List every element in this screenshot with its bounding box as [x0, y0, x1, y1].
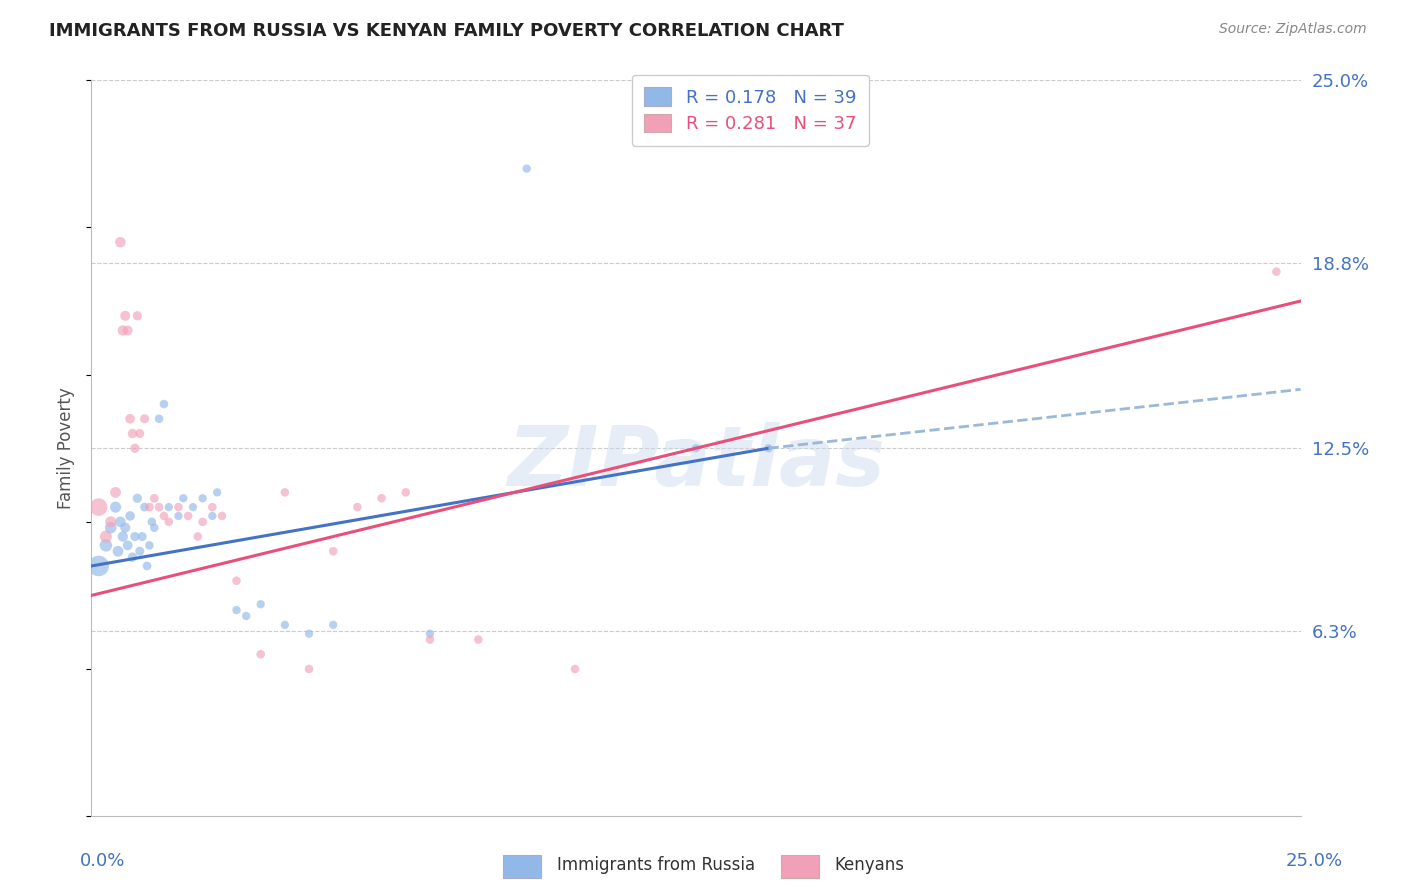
Point [128, 426, 150, 441]
Point [141, 515, 163, 529]
Point [111, 530, 134, 544]
Point [157, 500, 180, 514]
Point [564, 662, 586, 676]
Point [134, 500, 156, 514]
Point [346, 500, 368, 514]
Point [120, 508, 142, 523]
Point [1265, 264, 1288, 278]
Point [143, 491, 166, 506]
Point [104, 500, 127, 514]
Y-axis label: Family Poverty: Family Poverty [58, 387, 76, 509]
Point [134, 412, 156, 426]
Point [211, 508, 233, 523]
Text: IMMIGRANTS FROM RUSSIA VS KENYAN FAMILY POVERTY CORRELATION CHART: IMMIGRANTS FROM RUSSIA VS KENYAN FAMILY … [49, 22, 844, 40]
Point [121, 426, 143, 441]
Point [467, 632, 489, 647]
Point [153, 397, 176, 411]
Point [124, 530, 146, 544]
Legend: R = 0.178   N = 39, R = 0.281   N = 37: R = 0.178 N = 39, R = 0.281 N = 37 [631, 75, 869, 145]
Point [172, 491, 194, 506]
Point [516, 161, 538, 176]
Point [249, 648, 271, 662]
Point [110, 515, 132, 529]
Point [298, 626, 321, 640]
Point [419, 626, 441, 640]
Point [177, 508, 200, 523]
Point [127, 491, 149, 506]
Point [117, 324, 139, 338]
Point [322, 617, 344, 632]
Point [225, 603, 247, 617]
Point [274, 617, 297, 632]
Text: Kenyans: Kenyans [835, 856, 904, 874]
Point [120, 412, 142, 426]
Point [167, 508, 190, 523]
Point [107, 544, 129, 558]
Point [87, 558, 110, 574]
Point [298, 662, 321, 676]
Text: 25.0%: 25.0% [1286, 852, 1343, 870]
Point [758, 442, 780, 455]
Point [104, 485, 127, 500]
Point [121, 550, 143, 565]
Point [128, 544, 150, 558]
Point [138, 538, 160, 552]
Point [100, 515, 122, 529]
Point [235, 609, 257, 624]
Point [191, 515, 214, 529]
Point [114, 521, 136, 535]
Point [110, 235, 132, 249]
Point [181, 500, 204, 514]
Point [127, 309, 149, 323]
Point [201, 500, 224, 514]
Point [153, 508, 176, 523]
Point [201, 508, 224, 523]
Point [124, 442, 146, 455]
Point [87, 500, 110, 514]
Point [138, 500, 160, 514]
Text: Source: ZipAtlas.com: Source: ZipAtlas.com [1219, 22, 1367, 37]
Point [370, 491, 392, 506]
Point [94, 538, 117, 552]
Point [143, 521, 166, 535]
Text: 0.0%: 0.0% [80, 852, 125, 870]
Text: ZIPatlas: ZIPatlas [508, 423, 884, 503]
Point [685, 442, 707, 455]
Point [322, 544, 344, 558]
Point [131, 530, 153, 544]
Point [395, 485, 418, 500]
Point [205, 485, 228, 500]
Text: Immigrants from Russia: Immigrants from Russia [557, 856, 755, 874]
FancyBboxPatch shape [782, 855, 818, 878]
Point [419, 632, 441, 647]
Point [274, 485, 297, 500]
Point [148, 412, 170, 426]
Point [117, 538, 139, 552]
Point [114, 309, 136, 323]
Point [225, 574, 247, 588]
Point [249, 597, 271, 611]
Point [100, 521, 122, 535]
Point [187, 530, 209, 544]
Point [111, 324, 134, 338]
Point [191, 491, 214, 506]
Point [94, 530, 117, 544]
FancyBboxPatch shape [503, 855, 541, 878]
Point [136, 558, 159, 574]
Point [167, 500, 190, 514]
Point [157, 515, 180, 529]
Point [148, 500, 170, 514]
